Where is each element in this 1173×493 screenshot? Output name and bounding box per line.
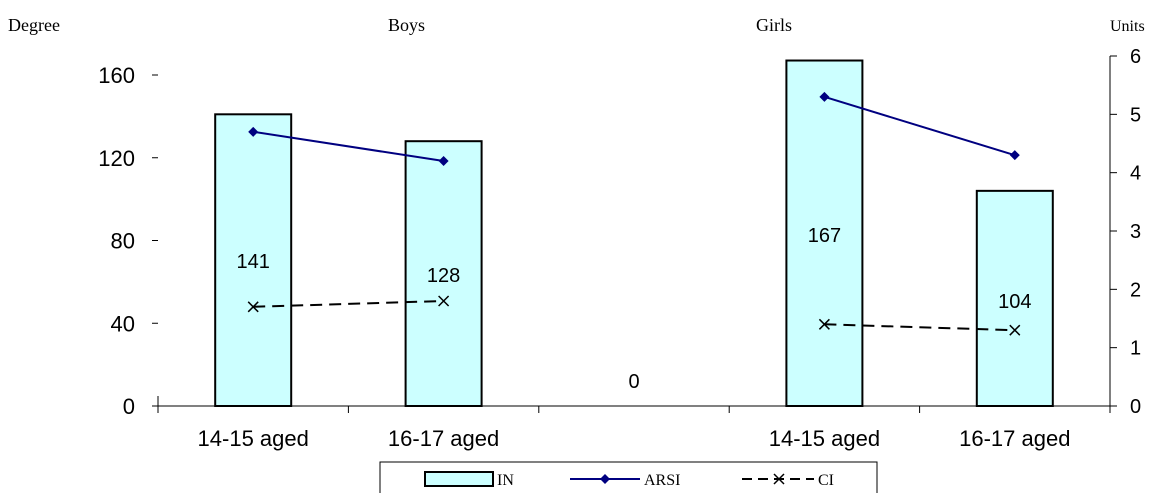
point-ci	[247, 301, 259, 313]
x-tick-label: 16-17 aged	[388, 426, 499, 451]
right-axis-label: Units	[1110, 18, 1145, 35]
line-arsi	[824, 95, 1016, 157]
left-tick-label: 40	[111, 311, 135, 336]
left-tick-label: 80	[111, 229, 135, 254]
x-tick-label: 14-15 aged	[769, 426, 880, 451]
lines-layer	[247, 91, 1021, 336]
legend: IN ARSI CI	[379, 461, 878, 493]
bar-in	[214, 113, 293, 408]
axes	[152, 55, 1117, 413]
point-arsi	[1009, 150, 1020, 161]
bar-in	[975, 189, 1054, 407]
right-tick-label: 4	[1130, 163, 1141, 185]
left-tick-label: 160	[98, 63, 135, 88]
x-tick-label: 16-17 aged	[959, 426, 1070, 451]
bar-data-label: 167	[808, 225, 841, 247]
point-ci	[438, 295, 450, 307]
x-tick-label: 14-15 aged	[198, 426, 309, 451]
bar-data-label: 0	[628, 371, 639, 393]
bar-data-label: 128	[427, 265, 460, 287]
right-tick-label: 0	[1130, 396, 1141, 418]
left-axis-label: Degree	[8, 15, 60, 35]
line-ci	[824, 323, 1015, 332]
right-tick-label: 1	[1130, 338, 1141, 360]
legend-label-ci: CI	[818, 472, 834, 489]
point-arsi	[438, 156, 449, 166]
right-tick-label: 2	[1130, 279, 1141, 301]
bar-data-label: 141	[237, 251, 270, 273]
legend-label-in: IN	[497, 472, 514, 489]
bars-layer	[214, 59, 1054, 408]
line-ci	[253, 300, 444, 308]
legend-marker-ci	[773, 473, 785, 485]
point-ci	[1009, 324, 1021, 336]
right-tick-label: 6	[1130, 46, 1141, 68]
left-tick-label: 120	[98, 146, 135, 171]
right-tick-label: 3	[1130, 221, 1141, 243]
point-ci	[818, 318, 830, 330]
legend-label-arsi: ARSI	[644, 472, 680, 489]
right-tick-label: 5	[1130, 104, 1141, 126]
bar-in	[785, 59, 864, 408]
legend-swatch-in	[424, 471, 494, 487]
line-arsi	[253, 130, 444, 162]
left-tick-label: 0	[123, 394, 135, 419]
bar-data-label: 104	[998, 291, 1031, 313]
group-label-boys: Boys	[388, 15, 425, 35]
legend-marker-arsi	[600, 474, 610, 484]
point-arsi	[819, 91, 830, 102]
bar-in	[404, 140, 483, 407]
group-label-girls: Girls	[756, 15, 792, 35]
text-layer: Degree Units Boys Girls 0408012016001234…	[8, 15, 1145, 451]
point-arsi	[248, 126, 259, 137]
